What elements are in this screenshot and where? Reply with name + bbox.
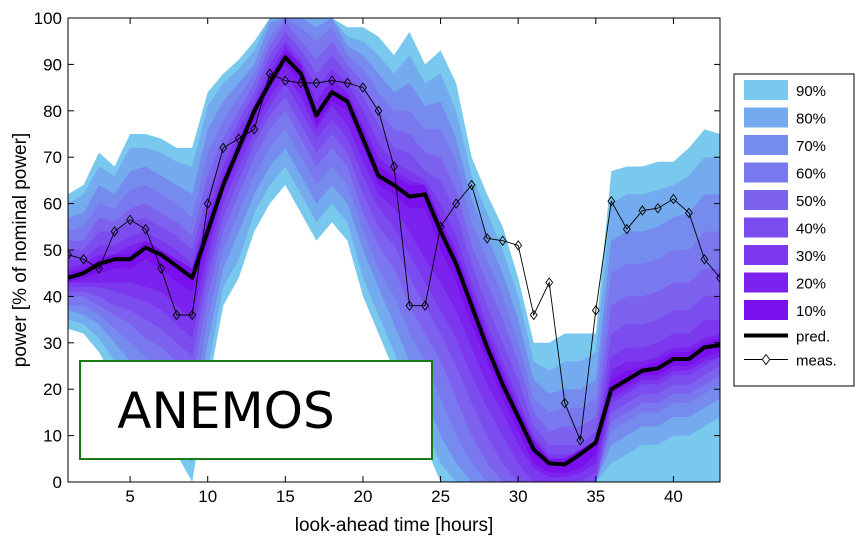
legend-label: 30%: [796, 248, 826, 265]
band-30pct: [68, 41, 720, 482]
y-tick-label: 40: [43, 287, 62, 306]
meas-point: [622, 223, 631, 235]
meas-point: [685, 207, 693, 219]
watermark-box: [79, 360, 433, 460]
y-tick-label: 20: [43, 380, 62, 399]
y-tick-label: 100: [34, 9, 62, 28]
meas-point: [79, 254, 88, 265]
meas-point: [638, 205, 647, 216]
meas-point: [514, 240, 523, 251]
legend-label: 40%: [796, 221, 826, 238]
legend-label: 60%: [796, 166, 826, 183]
legend-label: 70%: [796, 138, 826, 155]
y-tick-label: 90: [43, 55, 62, 74]
x-tick-label: 30: [509, 487, 528, 506]
x-tick-label: 20: [353, 487, 372, 506]
meas-point: [467, 179, 476, 191]
meas-point: [716, 272, 720, 284]
meas-point: [265, 68, 274, 79]
meas-point: [188, 309, 197, 321]
meas-point: [157, 263, 166, 274]
meas-point: [327, 75, 336, 86]
axis-ticks: 5 10 15 20 25 30 35 40 0 10 20 30 40 50 60 70 80 90 100: [34, 9, 720, 506]
legend-pred-label: pred.: [796, 329, 830, 346]
y-tick-label: 80: [43, 102, 62, 121]
meas-point: [452, 198, 461, 209]
meas-point: [653, 202, 662, 214]
legend-label: 50%: [796, 193, 826, 210]
meas-point: [390, 161, 398, 172]
meas-point: [68, 249, 72, 260]
legend-swatch: [744, 272, 788, 293]
band-40pct: [68, 31, 720, 482]
meas-point: [250, 124, 259, 135]
x-tick-label: 10: [198, 487, 217, 506]
meas-point: [359, 82, 367, 93]
y-tick-label: 0: [53, 473, 62, 492]
y-axis-label: power [% of nominal power]: [10, 133, 31, 367]
y-tick-label: 30: [43, 334, 62, 353]
meas-point: [700, 254, 709, 265]
meas-point: [172, 309, 181, 321]
meas-point: [110, 226, 119, 237]
legend-label: 80%: [796, 111, 826, 128]
meas-point: [529, 309, 538, 321]
watermark: ANEMOS: [79, 360, 433, 460]
meas-point: [141, 223, 150, 235]
legend-swatch: [744, 300, 788, 320]
x-tick-label: 40: [664, 487, 683, 506]
meas-point: [374, 105, 383, 117]
meas-point: [405, 300, 414, 311]
meas-point: [591, 305, 600, 316]
x-tick-label: 35: [586, 487, 605, 506]
meas-point: [545, 277, 554, 288]
legend-label: 20%: [796, 276, 826, 293]
meas-point: [607, 196, 616, 207]
x-axis-label: look-ahead time [hours]: [295, 515, 494, 536]
meas-point: [483, 233, 492, 244]
meas-point: [498, 235, 507, 246]
pred-line: [68, 55, 720, 467]
meas-point: [421, 300, 429, 311]
legend-label: 10%: [796, 303, 826, 320]
meas-line: [68, 73, 720, 442]
legend-swatch: [744, 80, 788, 100]
legend-swatch: [744, 107, 788, 128]
legend-meas-marker: [761, 353, 771, 366]
y-tick-label: 10: [43, 427, 62, 446]
interval-bands: [68, 18, 720, 482]
legend-label: 90%: [796, 83, 826, 100]
meas-point: [219, 142, 228, 154]
legend-swatch: [744, 190, 788, 210]
legend-swatch: [744, 135, 788, 155]
x-tick-label: 15: [276, 487, 295, 506]
watermark-text: ANEMOS: [117, 382, 334, 440]
legend: 90% 80% 70% 60% 50% 40% 30% 20% 10% pred. meas.: [733, 73, 855, 387]
meas-point: [576, 434, 585, 446]
x-tick-label: 5: [125, 487, 134, 506]
meas-point: [281, 75, 290, 86]
series-lines: [68, 55, 720, 467]
y-tick-label: 50: [43, 241, 62, 260]
legend-swatch: [744, 245, 788, 265]
y-tick-label: 60: [43, 195, 62, 214]
legend-meas-label: meas.: [796, 353, 837, 370]
meas-point: [560, 397, 569, 409]
legend-swatch: [744, 162, 788, 183]
meas-point: [126, 214, 135, 226]
legend-swatch: [744, 217, 788, 238]
meas-point: [203, 198, 212, 209]
meas-point: [312, 77, 321, 89]
x-tick-label: 25: [431, 487, 450, 506]
meas-point: [669, 193, 678, 205]
meas-point: [343, 77, 352, 89]
y-tick-label: 70: [43, 148, 62, 167]
